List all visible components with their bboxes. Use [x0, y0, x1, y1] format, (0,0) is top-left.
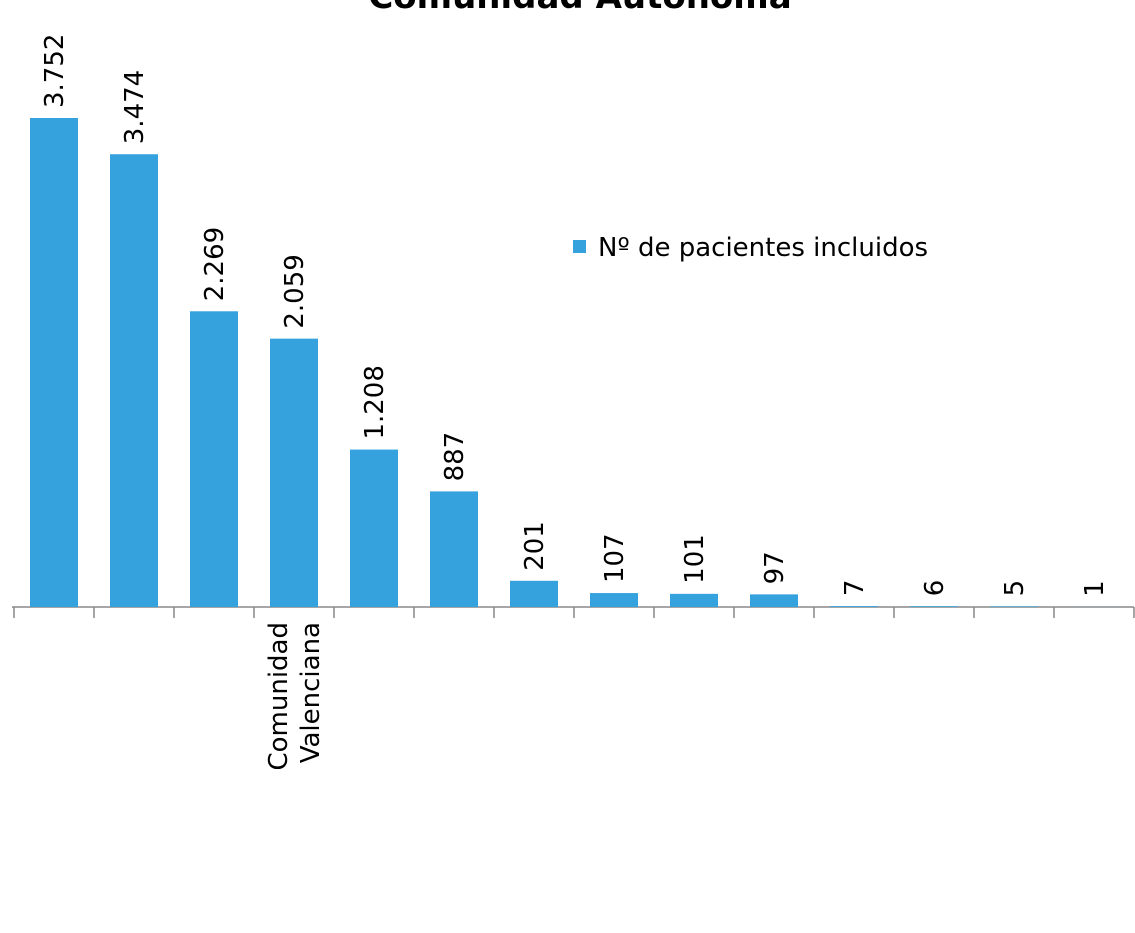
bar [110, 154, 158, 607]
label-line: Comunidad [264, 622, 294, 771]
chart-title: Comunidad Autónoma [368, 0, 791, 17]
bar [910, 606, 958, 607]
bar [430, 491, 478, 607]
bar [30, 118, 78, 607]
bar [270, 338, 318, 607]
data-label: 3.474 [120, 70, 150, 144]
legend-swatch [573, 240, 586, 253]
data-label: 2.269 [200, 227, 230, 301]
data-label: 3.752 [40, 34, 70, 108]
bar [830, 606, 878, 607]
bar [750, 594, 798, 607]
bar [350, 449, 398, 607]
data-label: 201 [520, 521, 550, 571]
bar [190, 311, 238, 607]
data-label: 2.059 [280, 254, 310, 328]
bar [510, 580, 558, 607]
data-label: 6 [920, 580, 950, 597]
data-label: 1 [1080, 580, 1110, 597]
bar [990, 606, 1038, 607]
data-label: 5 [1000, 580, 1030, 597]
bar [590, 593, 638, 607]
x-tick-label: ComunidadValenciana [264, 622, 326, 771]
data-label: 101 [680, 534, 710, 584]
label-line: Valenciana [296, 622, 326, 763]
data-label: 7 [840, 580, 870, 597]
data-label: 887 [440, 432, 470, 482]
data-label: 1.208 [360, 365, 390, 439]
bar [670, 593, 718, 607]
data-label: 107 [600, 533, 630, 583]
legend-label: Nº de pacientes incluidos [598, 233, 928, 263]
data-label: 97 [760, 551, 790, 584]
